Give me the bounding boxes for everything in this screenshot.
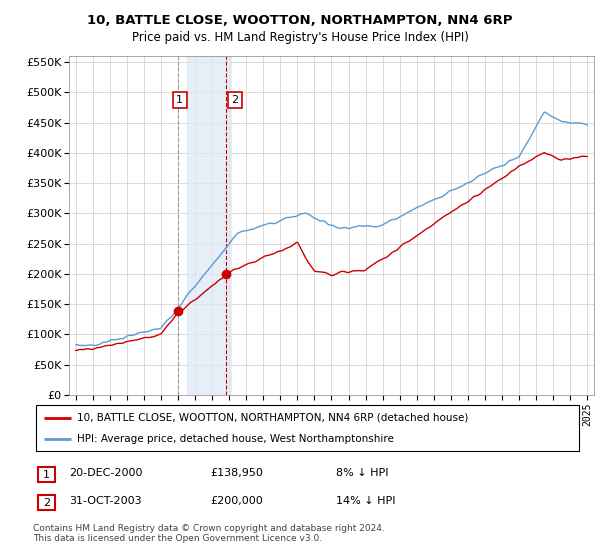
Text: 20-DEC-2000: 20-DEC-2000	[69, 468, 143, 478]
Text: 14% ↓ HPI: 14% ↓ HPI	[336, 496, 395, 506]
Text: 1: 1	[176, 95, 183, 105]
Bar	[187, 56, 231, 395]
Text: 10, BATTLE CLOSE, WOOTTON, NORTHAMPTON, NN4 6RP: 10, BATTLE CLOSE, WOOTTON, NORTHAMPTON, …	[87, 14, 513, 27]
Text: This data is licensed under the Open Government Licence v3.0.: This data is licensed under the Open Gov…	[33, 534, 322, 543]
Text: 31-OCT-2003: 31-OCT-2003	[69, 496, 142, 506]
Text: 1: 1	[43, 470, 50, 480]
Text: 10, BATTLE CLOSE, WOOTTON, NORTHAMPTON, NN4 6RP (detached house): 10, BATTLE CLOSE, WOOTTON, NORTHAMPTON, …	[77, 413, 468, 423]
Text: £138,950: £138,950	[210, 468, 263, 478]
Text: 2: 2	[43, 498, 50, 508]
Text: Contains HM Land Registry data © Crown copyright and database right 2024.: Contains HM Land Registry data © Crown c…	[33, 524, 385, 533]
Text: HPI: Average price, detached house, West Northamptonshire: HPI: Average price, detached house, West…	[77, 435, 394, 444]
Text: Price paid vs. HM Land Registry's House Price Index (HPI): Price paid vs. HM Land Registry's House …	[131, 31, 469, 44]
Text: 2: 2	[231, 95, 238, 105]
Text: 8% ↓ HPI: 8% ↓ HPI	[336, 468, 389, 478]
Text: £200,000: £200,000	[210, 496, 263, 506]
